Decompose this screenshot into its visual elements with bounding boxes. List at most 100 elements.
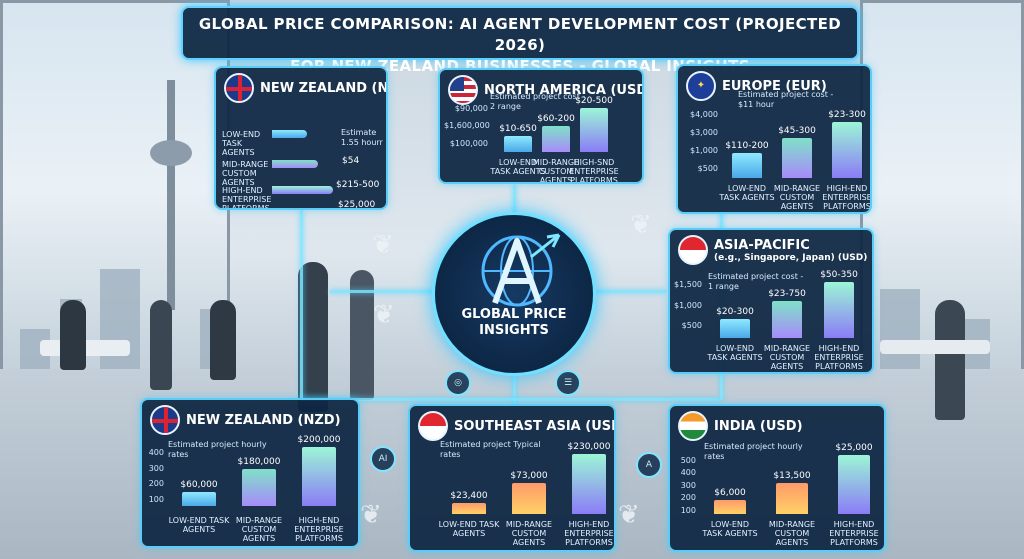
us-flag-icon [448, 75, 478, 105]
panel-title: ASIA-PACIFIC [714, 237, 810, 253]
value-label: $50-350 [820, 270, 858, 281]
bar-low-end [272, 130, 308, 138]
category-label: LOW-END TASK AGENTS [490, 158, 546, 176]
value-label: $13,500 [773, 471, 811, 481]
y-axis-ticks: $4,000 $3,000 $1,000 $500 [680, 110, 718, 182]
category-label: HIGH-END ENTERPRISE PLATFORMS [294, 516, 344, 543]
bar-area [438, 452, 614, 514]
bar-mid-range [242, 468, 276, 506]
y-tick-label: $500 [697, 164, 718, 173]
value-label: $60-200 [537, 114, 575, 124]
hub-title-line-1: GLOBAL PRICE [461, 307, 567, 322]
sky-tower-pod [150, 140, 192, 166]
bar-area [706, 276, 872, 338]
panel-southeast-asia: SOUTHEAST ASIA (USD) Estimated project T… [408, 404, 616, 552]
globe-icon: ◎ [445, 370, 471, 396]
panel-title: NEW ZEALAND (NZD) [260, 80, 388, 96]
bar-low-end [714, 500, 746, 514]
bar-high-end [272, 186, 333, 194]
panel-note: Estimated project cost - 1 range [708, 272, 804, 291]
bar-high-end [832, 121, 862, 178]
category-label: LOW-END TASK AGENTS [222, 130, 261, 157]
value-label: $45-300 [778, 126, 816, 137]
y-tick-label: $4,000 [690, 110, 718, 119]
fern-icon: ❦ [372, 230, 394, 260]
singapore-flag-icon [418, 411, 448, 441]
y-axis-ticks: $1,500 $1,000 $500 [672, 280, 702, 342]
y-tick-label: 500 [680, 456, 696, 465]
panel-europe: ✦ EUROPE (EUR) Estimated project cost - … [676, 64, 872, 214]
category-label: MID-RANGE CUSTOM AGENTS [505, 520, 553, 547]
person-seated [150, 300, 172, 390]
panel-note: Estimated project cost - 2 range [490, 92, 586, 111]
y-tick-label: 100 [680, 505, 696, 515]
connector-line [300, 210, 303, 400]
global-price-insights-hub: GLOBAL PRICE INSIGHTS [432, 212, 596, 376]
panel-title: EUROPE (EUR) [722, 78, 827, 94]
bar-area [168, 444, 358, 506]
panel-title: NORTH AMERICA (USD) [484, 82, 644, 98]
y-tick-label: 300 [680, 480, 696, 490]
bar-mid-range [776, 483, 808, 514]
category-label: MID-RANGE CUSTOM AGENTS [532, 158, 580, 184]
fern-icon: ❦ [360, 500, 382, 530]
person-seated [60, 300, 86, 370]
bar-area [700, 452, 884, 514]
panel-new-zealand-top: NEW ZEALAND (NZD) Estimate 1.55 hourr LO… [214, 66, 388, 210]
database-icon: A [636, 452, 662, 478]
sky-tower-shaft [167, 80, 175, 310]
ai-chip-icon: AI [370, 446, 396, 472]
y-tick-label: $1,000 [690, 146, 718, 155]
fern-icon: ❦ [373, 300, 395, 330]
y-tick-label: $3,000 [690, 128, 718, 137]
bar-mid-range [782, 138, 812, 178]
desk [880, 340, 990, 354]
bar-high-end [572, 453, 606, 514]
y-tick-label: 400 [680, 468, 696, 478]
singapore-flag-icon [678, 235, 708, 265]
fern-icon: ❦ [618, 500, 640, 530]
connector-line [513, 376, 516, 406]
category-label: MID-RANGE CUSTOM AGENTS [768, 520, 816, 547]
value-label: $215-500 [336, 180, 380, 190]
panel-subtitle: (e.g., Singapore, Japan) (USD) [714, 252, 868, 263]
category-label: HIGH-END ENTERPRISE PLATFORMS [822, 184, 872, 211]
value-label: $110-200 [725, 140, 769, 151]
panel-title: SOUTHEAST ASIA (USD) [454, 418, 616, 434]
title-banner: GLOBAL PRICE COMPARISON: AI AGENT DEVELO… [181, 6, 859, 75]
category-label: LOW-END TASK AGENTS [702, 520, 758, 538]
nz-flag-icon [224, 73, 254, 103]
bar-mid-range [772, 300, 802, 338]
server-icon: ☰ [555, 370, 581, 396]
y-tick-label: 100 [148, 494, 164, 504]
y-tick-label: 200 [148, 479, 164, 488]
person-seated [210, 300, 236, 380]
value-label: $20-500 [575, 95, 613, 106]
globe-logo-icon [481, 233, 561, 307]
connector-line [596, 290, 666, 293]
panel-note: Estimated project hourly rates [168, 440, 267, 459]
y-tick-label: 200 [680, 493, 696, 503]
panel-note: Estimated project hourly rates [704, 442, 803, 461]
bar-low-end [720, 319, 750, 338]
fern-icon: ❦ [630, 210, 652, 240]
bar-mid-range [542, 126, 570, 152]
connector-line [300, 398, 720, 401]
category-label: MID-RANGE CUSTOM AGENTS [773, 184, 821, 211]
y-tick-label: $1,500 [674, 280, 702, 289]
bar-low-end [452, 502, 486, 514]
y-tick-label: $100,000 [449, 138, 488, 148]
category-label: LOW-END TASK AGENTS [438, 520, 500, 538]
bar-mid-range [272, 160, 319, 168]
panel-note: Estimate 1.55 hourr [341, 128, 383, 147]
bar-low-end [182, 492, 216, 506]
value-label: $10-650 [499, 124, 537, 135]
category-label: LOW-END TASK AGENTS [719, 184, 775, 202]
title-line-1: GLOBAL PRICE COMPARISON: AI AGENT DEVELO… [198, 15, 842, 54]
y-tick-label: $1,000 [674, 300, 702, 310]
category-label: HIGH-END ENTERPRISE PLATFORMS [222, 186, 272, 210]
value-label: $60,000 [180, 480, 218, 491]
connector-line [513, 185, 516, 215]
value-label: $25,000 [338, 200, 376, 210]
y-tick-label: 400 [148, 448, 164, 457]
